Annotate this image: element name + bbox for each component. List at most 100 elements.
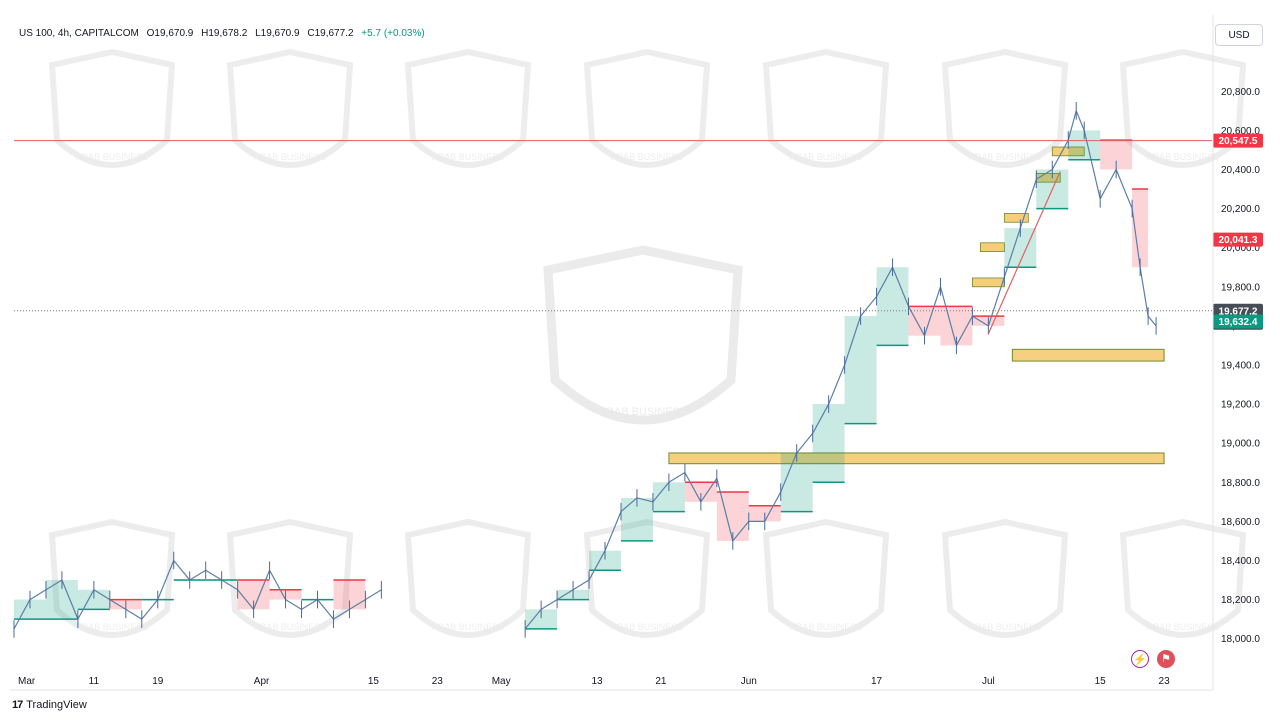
resistance-tag-bg [1213,133,1263,148]
watermark-shield-outline [226,518,354,638]
support-zone-1 [668,452,1165,465]
price-segment-64 [1139,267,1149,317]
watermark-caption: ARAB BUSINESS [432,152,505,162]
x-axis[interactable]: Mar 11 19 Apr 15 23 May 13 21 Jun 17 Jul 15 23 [18,676,1170,687]
trailing-stop-layer [14,130,1149,630]
watermark-caption: ARAB BUSINESS [611,152,684,162]
watermark-shield-outline [941,518,1069,638]
price-series-layer [13,102,1157,638]
watermark-shield-outline [1119,518,1247,638]
levels-layer [14,140,1212,334]
x-tick-label: 21 [655,676,667,687]
price-segment-45 [860,296,878,317]
price-segment-26 [556,589,574,601]
legend-close: C19,677.2 [307,28,354,39]
y-tick-label: 19,800.0 [1221,282,1260,293]
price-segment-7 [125,608,143,620]
watermark-shield: ARAB BUSINESS [404,48,532,168]
legend-symbol: US 100, 4h, CAPITALCOM [19,28,139,39]
price-segment-5 [93,589,111,601]
y-tick-label: 18,600.0 [1221,517,1260,528]
y-axis[interactable]: 18,000.0 18,200.0 18,400.0 18,600.0 18,800.0… [1221,87,1260,645]
stop-fill-31 [1132,189,1149,268]
watermark-caption: ARAB BUSINESS [254,152,327,162]
price-segment-12 [205,569,222,581]
x-tick-label: 23 [1159,676,1171,687]
x-tick-label: 13 [591,676,603,687]
corner-icons: ⚡ ⚑ [1131,650,1175,668]
price-segment-15 [253,570,271,610]
y-tick-label: 19,200.0 [1221,400,1260,411]
price-segment-61 [1099,169,1117,200]
watermark-caption: ARAB BUSINESS [254,622,327,632]
y-tick-label: 19,000.0 [1221,439,1260,450]
price-segment-3 [61,579,79,620]
y-tick-label: 18,200.0 [1221,595,1260,606]
watermark-caption: ARAB BUSINESS [969,622,1042,632]
watermark-caption: ARAB BUSINESS [76,152,149,162]
price-segment-37 [732,520,750,542]
price-segment-56 [1035,168,1053,180]
watermark-center-outline [543,245,743,425]
price-segment-58 [1067,110,1077,141]
current-price-label: 19,677.2 [1219,306,1258,317]
price-segment-30 [620,497,638,513]
mini-zone-1 [979,242,1005,252]
price-segment-65 [1147,315,1157,327]
price-segment-40 [780,452,798,493]
watermark-shield-outline [404,48,532,168]
price-segment-10 [173,560,191,581]
price-tag-up: 19,632.4 [1213,314,1263,329]
watermark-shield-outline [762,518,890,638]
currency-button[interactable]: USD [1215,24,1263,46]
price-segment-4 [77,589,95,620]
stop-fill-21 [812,404,845,483]
price-segment-59 [1075,110,1085,131]
tradingview-logo[interactable]: 17 TradingView [12,699,87,711]
support-zone-0 [1011,348,1165,362]
price-segment-54 [1003,227,1021,278]
price-segment-1 [29,589,47,601]
y-tick-label: 20,400.0 [1221,165,1260,176]
stop-fill-23 [876,267,909,346]
price-segment-20 [333,608,350,620]
watermark-shield-outline [1119,48,1247,168]
watermark-caption: ARAB BUSINESS [790,622,863,632]
price-segment-31 [636,497,654,503]
x-tick-label: 11 [89,676,100,687]
x-tick-label: Apr [254,676,270,687]
price-segment-16 [269,569,287,600]
price-segment-55 [1019,179,1037,229]
watermark-layer: ARAB BUSINESS ARAB BUSINESS ARAB BUSINESS A… [48,48,1247,638]
y-tick-label: 18,400.0 [1221,556,1260,567]
flag-icon[interactable]: ⚑ [1157,650,1175,668]
watermark-shield: ARAB BUSINESS [762,518,890,638]
watermark-shield: ARAB BUSINESS [48,518,176,638]
tradingview-logo-icon: 17 [12,699,23,711]
watermark-shield: ARAB BUSINESS [226,518,354,638]
mini-zone-0 [972,277,1005,288]
watermark-caption: ARAB BUSINESS [76,622,149,632]
watermark-shield: ARAB BUSINESS [583,518,711,638]
watermark-shield-outline [226,48,354,168]
y-tick-label: 20,800.0 [1221,87,1260,98]
resistance-tag-label: 20,547.5 [1219,136,1258,147]
watermark-shield-outline [762,48,890,168]
price-segment-63 [1131,208,1141,268]
price-segment-60 [1083,130,1101,199]
watermark-caption: ARAB BUSINESS [790,152,863,162]
price-segment-50 [939,286,958,346]
watermark-shield-outline [48,518,176,638]
stop-fill-20 [780,452,813,512]
price-segment-21 [349,599,366,610]
price-segment-42 [812,403,830,434]
price-tag-label: 19,632.4 [1219,317,1258,328]
lightning-icon[interactable]: ⚡ [1131,650,1149,668]
x-tick-label: 17 [871,676,883,687]
watermark-shield: ARAB BUSINESS [404,518,532,638]
trendline [987,171,1061,334]
price-segment-14 [237,589,255,610]
watermark-shield-outline [48,48,176,168]
price-segment-53 [987,276,1005,327]
